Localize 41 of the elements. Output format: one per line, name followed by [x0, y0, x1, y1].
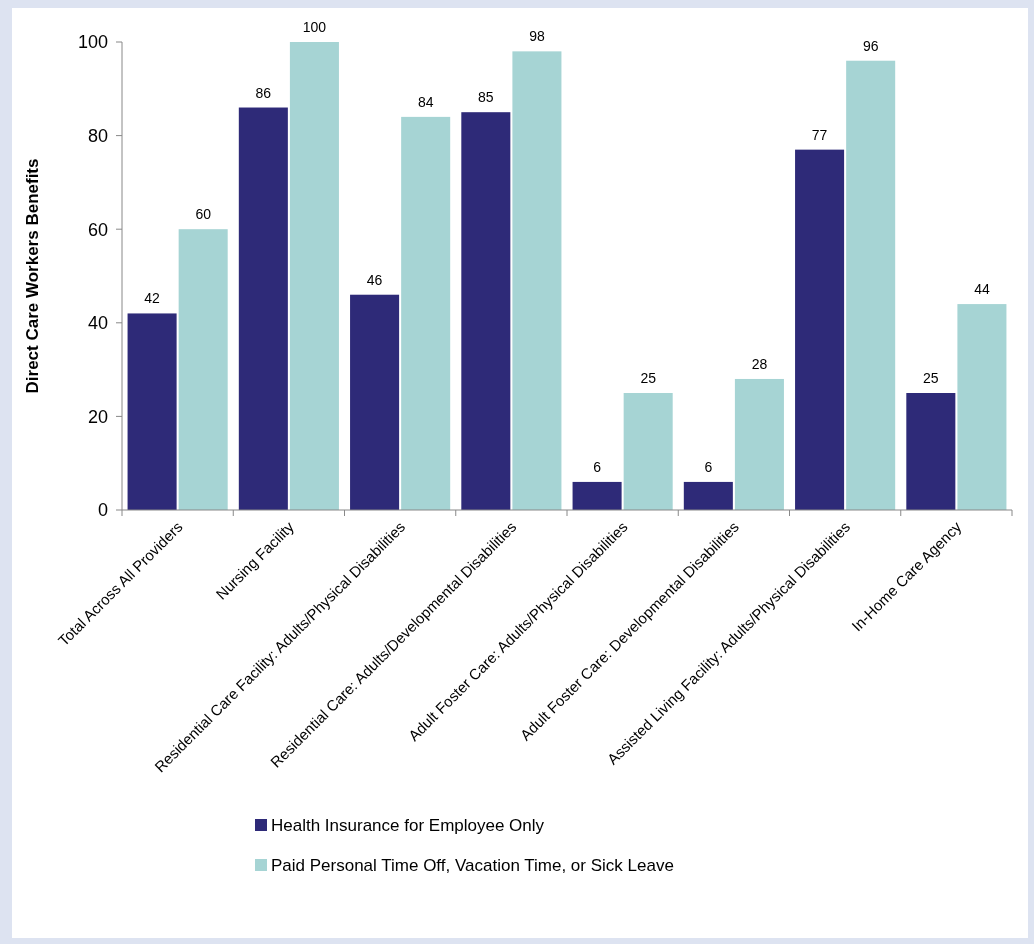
bar	[957, 304, 1007, 510]
bar	[238, 107, 288, 510]
y-tick-label: 40	[87, 313, 108, 334]
y-tick-label: 60	[87, 219, 108, 240]
data-label: 42	[144, 290, 161, 307]
bar	[734, 378, 784, 510]
legend-label: Health Insurance for Employee Only	[271, 815, 545, 835]
data-label: 100	[302, 19, 327, 35]
bar	[350, 294, 400, 510]
bar	[795, 149, 845, 510]
bar	[178, 229, 228, 510]
data-label: 96	[862, 37, 879, 54]
y-axis-title: Direct Care Workers Benefits	[23, 158, 42, 394]
data-label: 60	[195, 206, 212, 223]
bar	[401, 116, 451, 510]
data-label: 85	[478, 89, 494, 106]
data-label: 86	[255, 84, 272, 101]
bar	[683, 481, 733, 510]
y-tick-label: 0	[97, 500, 108, 521]
data-label: 25	[640, 370, 657, 386]
data-label: 25	[923, 370, 939, 386]
legend-label: Paid Personal Time Off, Vacation Time, or Sick Leave	[271, 855, 674, 875]
data-label: 46	[366, 271, 383, 288]
bar	[623, 393, 673, 510]
bar	[461, 112, 511, 510]
bar	[289, 42, 339, 510]
data-label: 44	[974, 281, 990, 298]
bar	[906, 393, 956, 510]
bar	[572, 481, 622, 510]
y-tick-label: 100	[77, 32, 108, 53]
y-tick-label: 20	[87, 406, 108, 427]
bar	[127, 313, 177, 510]
data-label: 77	[811, 126, 828, 143]
bar	[512, 51, 562, 510]
y-tick-label: 80	[87, 125, 108, 146]
data-label: 98	[529, 28, 545, 45]
data-label: 6	[593, 458, 602, 475]
bar	[846, 60, 896, 510]
data-label: 28	[751, 355, 768, 372]
data-label: 6	[704, 458, 713, 475]
data-label: 84	[417, 93, 434, 110]
